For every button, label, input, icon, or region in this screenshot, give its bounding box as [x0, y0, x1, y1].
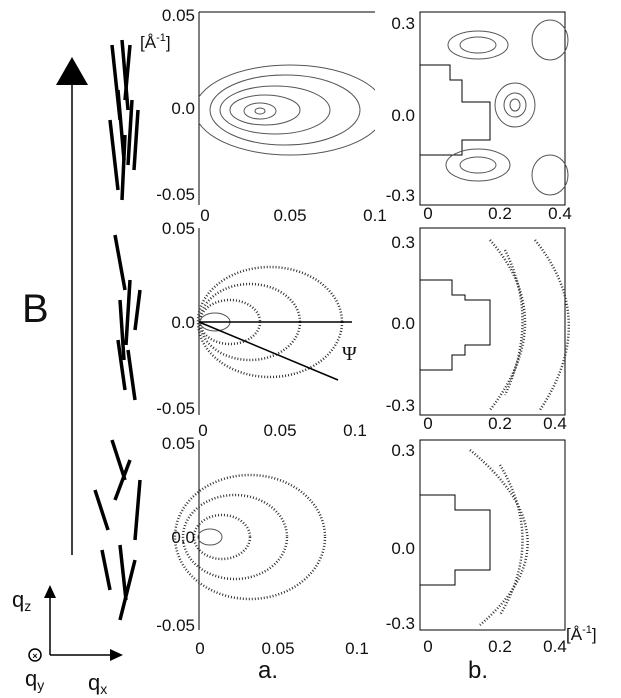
rods: [93, 39, 142, 621]
axis-label: qy: [25, 666, 44, 693]
x-tick-label: 0.05: [261, 639, 294, 658]
unit-close: ]: [166, 33, 171, 52]
unit-open: [Å: [140, 33, 157, 52]
y-tick-label: 0.05: [162, 434, 195, 453]
y-tick-label: -0.05: [156, 616, 195, 635]
axis-base: q: [88, 670, 100, 695]
y-tick-label: -0.3: [386, 614, 415, 633]
axis-sub: z: [24, 598, 31, 614]
x-tick-label: 0: [200, 206, 209, 225]
x-tick-label: 0.4: [548, 204, 572, 223]
y-tick-label: 0.3: [391, 14, 415, 33]
x-tick-label: 0.4: [543, 637, 567, 656]
y-tick-label: -0.05: [156, 399, 195, 418]
x-tick-label: 0.1: [345, 639, 369, 658]
panel-label: b.: [468, 657, 488, 684]
x-tick-label: 0.05: [273, 206, 306, 225]
x-tick-label: 0: [423, 414, 432, 433]
y-tick-label: 0.0: [171, 528, 195, 547]
axis-sub: y: [37, 677, 44, 693]
x-tick-label: 0.05: [263, 421, 296, 440]
unit-exp: -1: [582, 624, 592, 636]
x-tick-label: 0: [423, 637, 432, 656]
x-tick-label: 0.1: [363, 206, 387, 225]
unit-exp: -1: [156, 32, 166, 44]
x-tick-label: 0.1: [343, 421, 367, 440]
axis-label: qz: [12, 587, 31, 614]
angle-label: Ψ: [342, 343, 357, 365]
x-tick-label: 0.2: [488, 204, 512, 223]
qy-cross: ×: [32, 651, 37, 661]
y-tick-label: -0.3: [386, 396, 415, 415]
x-tick-label: 0.2: [488, 414, 512, 433]
x-tick-label: 0.4: [543, 414, 567, 433]
y-tick-label: 0.0: [171, 313, 195, 332]
qy-circle: [28, 648, 42, 662]
panel-a-contours: [173, 11, 375, 630]
qz-head: [44, 585, 56, 598]
y-tick-label: 0.05: [162, 6, 195, 25]
y-tick-label: 0.05: [162, 219, 195, 238]
x-tick-label: 0.2: [488, 637, 512, 656]
axis-base: q: [25, 666, 37, 691]
unit-close: ]: [592, 625, 597, 644]
y-tick-label: 0.0: [391, 106, 415, 125]
panel-b-contours: [419, 11, 571, 631]
y-tick-label: -0.05: [156, 185, 195, 204]
field-label: B: [22, 287, 49, 331]
x-tick-label: 0: [423, 204, 432, 223]
unit-open: [Å: [566, 625, 583, 644]
axis-sub: x: [100, 681, 107, 697]
y-tick-label: 0.0: [391, 539, 415, 558]
y-tick-label: 0.3: [391, 233, 415, 252]
unit-label: [Å-1]: [140, 32, 171, 52]
y-tick-label: -0.3: [386, 186, 415, 205]
panel-label: a.: [258, 657, 278, 684]
y-tick-label: 0.0: [391, 314, 415, 333]
y-tick-label: 0.0: [171, 99, 195, 118]
axis-base: q: [12, 587, 24, 612]
unit-label: [Å-1]: [566, 624, 597, 644]
arrow-head: [56, 57, 88, 85]
axis-label: qx: [88, 670, 107, 697]
x-tick-label: 0: [198, 421, 207, 440]
x-tick-label: 0: [195, 639, 204, 658]
y-tick-label: 0.3: [391, 441, 415, 460]
qx-head: [110, 649, 123, 661]
